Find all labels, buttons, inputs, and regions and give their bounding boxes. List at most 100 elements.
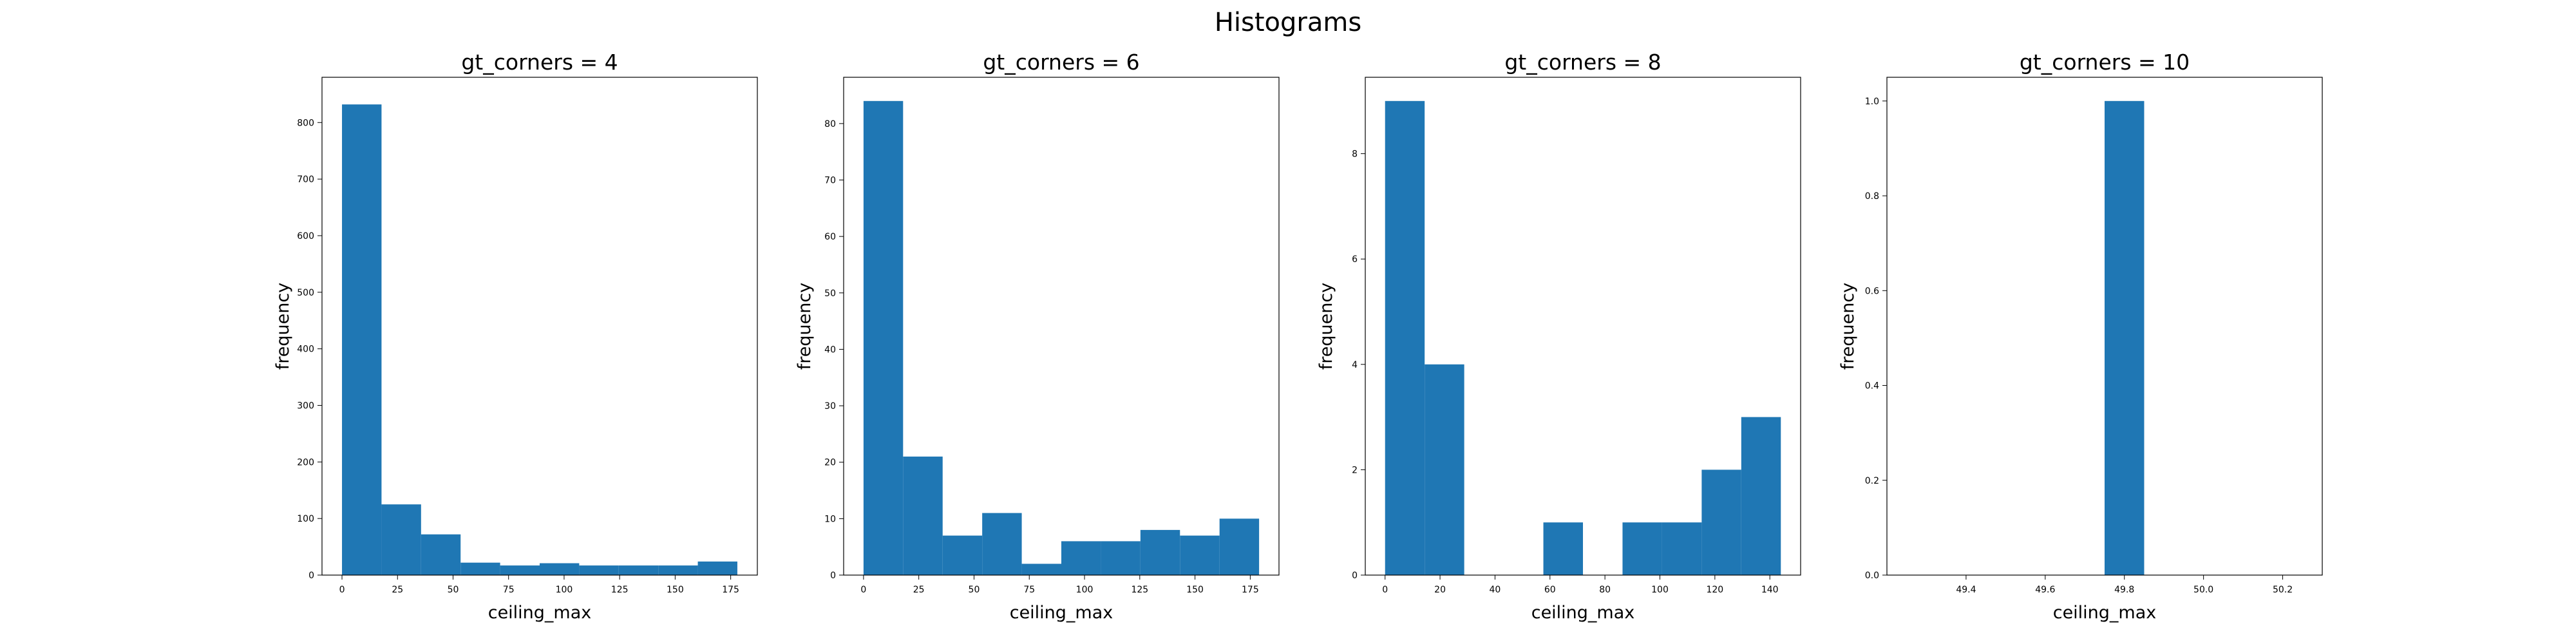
histogram-bar <box>540 563 580 575</box>
panel-title: gt_corners = 4 <box>461 50 618 75</box>
x-axis-label: ceiling_max <box>2053 603 2157 623</box>
axes-frame <box>1365 77 1801 576</box>
histogram-bar <box>1101 541 1141 575</box>
histogram-bar <box>579 565 619 575</box>
x-tick-label: 75 <box>503 585 515 595</box>
x-tick-label: 25 <box>913 585 925 595</box>
histogram-bar <box>1180 535 1220 575</box>
histogram-bar <box>1662 522 1702 575</box>
x-axis-label: ceiling_max <box>1531 603 1635 623</box>
x-tick-label: 50 <box>448 585 459 595</box>
histogram-bar <box>1543 522 1583 575</box>
histogram-bar <box>942 535 983 575</box>
x-tick-label: 60 <box>1544 585 1556 595</box>
y-tick-label: 2 <box>1352 465 1358 475</box>
x-axis-label: ceiling_max <box>1010 603 1113 623</box>
histogram-panel-2: 0 25 50 75 100 125 150 175 0 10 20 30 40 50 60 70 80 gt_c… <box>795 50 1280 623</box>
axes-frame <box>1886 77 2323 576</box>
histogram-bar <box>500 565 540 575</box>
histogram-bar <box>1021 564 1061 575</box>
histogram-bar <box>1701 469 1741 575</box>
histogram-bar <box>863 100 904 576</box>
histogram-bar <box>1741 417 1781 575</box>
histogram-bar <box>1385 100 1425 576</box>
x-tick-label: 50 <box>969 585 980 595</box>
x-tick-label: 80 <box>1599 585 1611 595</box>
histogram-bar <box>697 561 737 575</box>
panel-title: gt_corners = 6 <box>983 50 1139 75</box>
x-tick-label: 150 <box>1186 585 1204 595</box>
y-tick-label: 100 <box>297 514 314 524</box>
x-tick-label: 49.6 <box>2035 585 2055 595</box>
x-tick-label: 150 <box>667 585 684 595</box>
x-tick-label: 25 <box>392 585 403 595</box>
x-tick-label: 40 <box>1490 585 1501 595</box>
y-tick-label: 800 <box>297 118 314 128</box>
panel-title: gt_corners = 8 <box>1504 50 1661 75</box>
y-tick-label: 200 <box>297 457 314 468</box>
histogram-bar <box>2105 100 2145 576</box>
histogram-bar <box>982 513 1022 575</box>
y-tick-label: 400 <box>297 345 314 355</box>
y-tick-label: 30 <box>824 401 836 412</box>
y-tick-label: 700 <box>297 175 314 185</box>
y-tick-label: 600 <box>297 231 314 242</box>
histogram-bar <box>460 562 500 575</box>
y-tick-label: 20 <box>824 458 836 468</box>
figure-title: Histograms <box>1215 8 1361 37</box>
y-tick-label: 10 <box>824 514 836 524</box>
histogram-bar <box>1219 518 1260 575</box>
y-axis-label: frequency <box>1316 283 1336 370</box>
y-tick-label: 50 <box>824 289 836 299</box>
y-tick-label: 60 <box>824 232 836 242</box>
x-tick-label: 75 <box>1023 585 1035 595</box>
y-tick-label: 300 <box>297 401 314 411</box>
x-tick-label: 125 <box>611 585 629 595</box>
histogram-bar <box>1140 529 1180 575</box>
histogram-bar <box>658 565 698 575</box>
x-tick-label: 50.2 <box>2273 585 2293 595</box>
y-tick-label: 0 <box>830 571 836 581</box>
y-tick-label: 0.4 <box>1865 381 1879 392</box>
y-tick-label: 4 <box>1352 360 1358 370</box>
histogram-panels: 0 25 50 75 100 125 150 175010020030040050060070… <box>273 50 2323 623</box>
histogram-bar <box>342 104 382 575</box>
y-tick-label: 0 <box>1352 571 1358 581</box>
y-axis-label: frequency <box>273 283 293 370</box>
x-tick-label: 100 <box>1076 585 1094 595</box>
x-tick-label: 120 <box>1706 585 1723 595</box>
x-tick-label: 0 <box>339 585 345 595</box>
x-axis-label: ceiling_max <box>488 603 592 623</box>
y-tick-label: 0.8 <box>1865 191 1879 202</box>
panel-title: gt_corners = 10 <box>2020 50 2190 75</box>
y-tick-label: 1.0 <box>1865 97 1879 107</box>
x-tick-label: 0 <box>1382 585 1388 595</box>
y-tick-label: 8 <box>1352 149 1358 160</box>
histogram-panel-1: 0 25 50 75 100 125 150 175 0 100 200 300 400 500 600 70… <box>273 50 758 623</box>
y-tick-label: 40 <box>824 345 836 355</box>
y-tick-label: 500 <box>297 288 314 298</box>
x-tick-label: 175 <box>722 585 739 595</box>
histogram-bar <box>903 456 943 575</box>
x-tick-label: 100 <box>556 585 573 595</box>
histogram-panel-4: 49.4 49.6 49.8 50.0 50.2 0.0 0.2 0.4 0.6 0.8 1.0 gt… <box>1838 50 2323 623</box>
axes-frame <box>843 77 1280 576</box>
x-tick-label: 49.8 <box>2114 585 2134 595</box>
axes-frame <box>321 77 758 576</box>
histogram-bar <box>1425 364 1464 575</box>
histogram-bar <box>381 504 421 575</box>
y-tick-label: 6 <box>1352 254 1358 265</box>
x-tick-label: 125 <box>1131 585 1148 595</box>
y-tick-label: 0.0 <box>1865 571 1879 581</box>
x-tick-label: 100 <box>1651 585 1669 595</box>
y-axis-label: frequency <box>795 283 815 370</box>
y-tick-label: 0.6 <box>1865 286 1879 296</box>
histogram-bar <box>618 565 659 575</box>
x-tick-label: 140 <box>1761 585 1779 595</box>
histogram-panel-3: 0 20 40 60 80 100 120 140 0 2 4 6 8 gt_corners = 8 cei… <box>1316 50 1801 623</box>
y-tick-label: 70 <box>824 176 836 186</box>
x-tick-label: 50.0 <box>2193 585 2213 595</box>
histogram-bar <box>421 534 461 575</box>
x-tick-label: 0 <box>860 585 866 595</box>
